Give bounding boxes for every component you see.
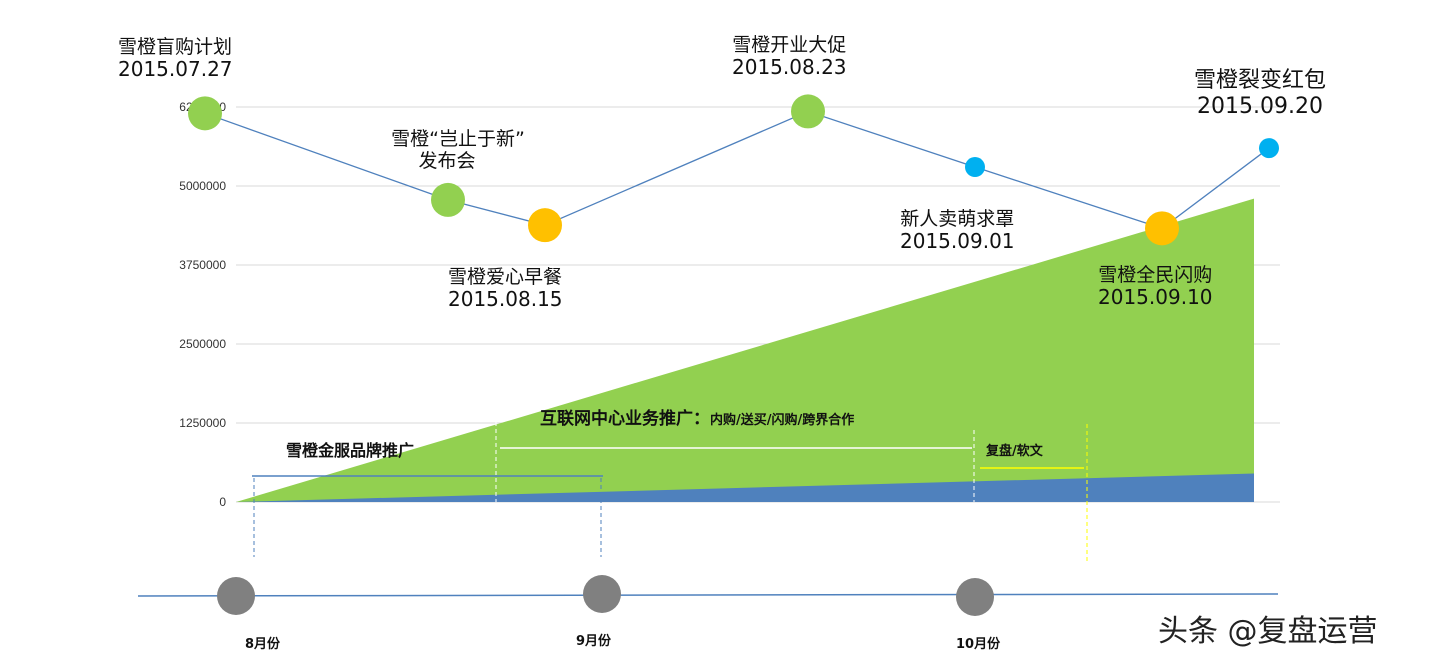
phase-guides bbox=[252, 422, 1088, 563]
month-marker bbox=[956, 578, 994, 616]
milestone-marker bbox=[1145, 211, 1179, 246]
area-green bbox=[236, 198, 1254, 502]
milestone-title: 雪橙爱心早餐 bbox=[448, 266, 563, 288]
month-label-oct: 10月份 bbox=[956, 637, 1001, 652]
milestone-marker bbox=[965, 157, 985, 178]
area-series bbox=[236, 198, 1254, 502]
milestone-marker bbox=[431, 182, 465, 217]
milestone-marker bbox=[528, 208, 562, 243]
phase-title: 复盘/软文 bbox=[986, 444, 1043, 459]
phase-label-3: 复盘/软文 bbox=[986, 440, 1043, 459]
milestone-date: 2015.09.10 bbox=[1098, 285, 1213, 310]
watermark: 头条 @复盘运营 bbox=[1158, 614, 1378, 649]
milestone-markers bbox=[188, 94, 1279, 246]
y-tick-label: 0 bbox=[219, 495, 226, 509]
milestone-marker bbox=[791, 94, 825, 129]
milestone-title: 新人卖萌求罩 bbox=[900, 208, 1015, 230]
milestone-label-7: 雪橙裂变红包 2015.09.20 bbox=[1194, 68, 1326, 120]
phase-detail: 内购/送买/闪购/跨界合作 bbox=[710, 413, 855, 428]
phase-title: 雪橙金服品牌推广 bbox=[286, 441, 415, 460]
y-tick-label: 3750000 bbox=[179, 258, 226, 272]
area-blue bbox=[236, 473, 1254, 502]
milestone-label-2: 雪橙“岂止于新” 发布会 bbox=[368, 128, 548, 173]
milestone-date: 2015.09.20 bbox=[1197, 93, 1323, 119]
phase-title: 互联网中心业务推广： bbox=[540, 409, 710, 429]
timeline-axis bbox=[137, 593, 1279, 597]
milestone-label-3: 雪橙爱心早餐 2015.08.15 bbox=[448, 266, 563, 312]
month-marker bbox=[583, 575, 621, 613]
milestone-date: 2015.08.15 bbox=[448, 287, 563, 312]
milestone-label-4: 雪橙开业大促 2015.08.23 bbox=[732, 34, 847, 80]
milestone-title: 发布会 bbox=[418, 150, 476, 173]
milestone-label-1: 雪橙盲购计划 2015.07.27 bbox=[118, 36, 233, 82]
month-marker bbox=[217, 577, 255, 615]
milestone-marker bbox=[188, 96, 222, 131]
y-tick-label: 2500000 bbox=[179, 337, 226, 351]
phase-label-2: 互联网中心业务推广：内购/送买/闪购/跨界合作 bbox=[540, 404, 854, 429]
month-label-sep: 9月份 bbox=[576, 634, 612, 649]
phase-label-1: 雪橙金服品牌推广 bbox=[286, 437, 414, 461]
milestone-date: 2015.07.27 bbox=[118, 57, 233, 82]
milestone-title: 雪橙裂变红包 bbox=[1194, 68, 1327, 93]
milestone-date: 2015.08.23 bbox=[732, 55, 847, 80]
milestone-date: 2015.09.01 bbox=[900, 229, 1015, 254]
milestone-marker bbox=[1259, 138, 1279, 159]
y-tick-label: 1250000 bbox=[179, 416, 226, 430]
y-tick-label: 5000000 bbox=[179, 179, 226, 193]
milestone-label-5: 新人卖萌求罩 2015.09.01 bbox=[900, 208, 1015, 254]
milestone-title: 雪橙开业大促 bbox=[732, 34, 847, 56]
milestone-title: 雪橙盲购计划 bbox=[118, 36, 233, 58]
month-label-aug: 8月份 bbox=[245, 637, 281, 652]
y-tick-labels: 012500002500000375000050000006250000 bbox=[179, 100, 226, 509]
milestone-title: 雪橙“岂止于新” bbox=[391, 128, 525, 150]
month-timeline bbox=[137, 575, 1279, 616]
milestone-label-6: 雪橙全民闪购 2015.09.10 bbox=[1098, 264, 1213, 310]
milestone-title: 雪橙全民闪购 bbox=[1098, 264, 1213, 286]
